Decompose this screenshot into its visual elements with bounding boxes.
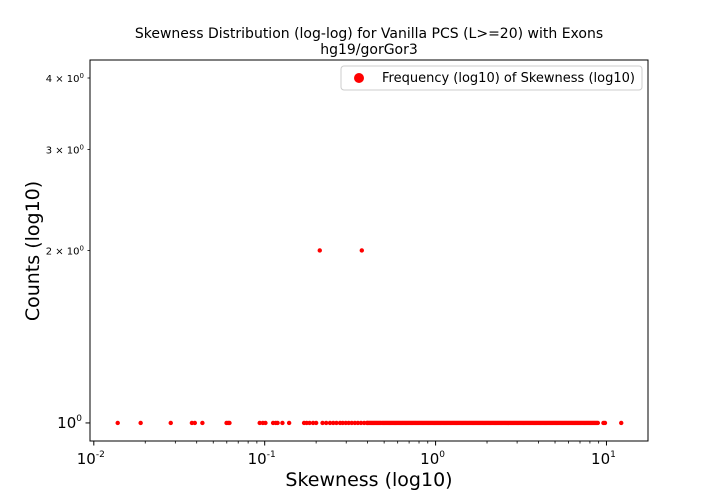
data-point bbox=[327, 420, 333, 426]
chart-title: Skewness Distribution (log-log) for Vani… bbox=[135, 26, 603, 42]
y-axis-tick-labels: 100 2 × 100 3 × 100 4 × 100 bbox=[46, 72, 84, 432]
data-point bbox=[138, 420, 143, 426]
y-axis-ticks bbox=[85, 77, 90, 424]
x-tick-label: 100 bbox=[420, 450, 445, 468]
y-tick-label: 2 × 100 bbox=[46, 244, 84, 257]
y-axis: 100 2 × 100 3 × 100 4 × 100 Counts (log10) bbox=[22, 72, 90, 432]
data-points bbox=[115, 248, 624, 426]
x-tick-label: 101 bbox=[591, 450, 616, 468]
chart-subtitle: hg19/gorGor3 bbox=[320, 42, 418, 58]
x-tick-label: 10-1 bbox=[248, 450, 276, 468]
data-point bbox=[595, 420, 601, 426]
data-point bbox=[349, 420, 354, 426]
x-tick-label: 10-2 bbox=[77, 450, 105, 468]
x-axis: 10-2 10-1 100 101 Skewness (log10) bbox=[77, 441, 616, 491]
legend-marker bbox=[354, 73, 364, 83]
y-tick-label: 4 × 100 bbox=[46, 72, 84, 85]
legend-label: Frequency (log10) of Skewness (log10) bbox=[382, 71, 635, 86]
data-point bbox=[257, 420, 262, 426]
y-tick-label: 100 bbox=[57, 414, 82, 432]
data-point bbox=[115, 420, 120, 426]
data-point bbox=[323, 420, 329, 426]
y-tick-label: 3 × 100 bbox=[46, 144, 84, 157]
plot-area bbox=[89, 59, 649, 442]
data-point bbox=[313, 420, 319, 426]
data-point bbox=[317, 248, 322, 253]
x-axis-tick-labels: 10-2 10-1 100 101 bbox=[77, 450, 616, 468]
data-point bbox=[355, 420, 361, 426]
data-point bbox=[227, 420, 232, 426]
data-point bbox=[263, 420, 268, 426]
data-point bbox=[331, 420, 336, 426]
data-point bbox=[334, 420, 339, 426]
data-point bbox=[352, 420, 358, 426]
y-axis-label: Counts (log10) bbox=[22, 181, 44, 321]
data-point bbox=[346, 420, 351, 426]
x-axis-ticks bbox=[93, 441, 607, 446]
data-point bbox=[192, 420, 198, 426]
data-point bbox=[200, 420, 205, 426]
data-point bbox=[310, 420, 316, 426]
data-point bbox=[320, 420, 325, 426]
data-point bbox=[307, 420, 312, 426]
data-point bbox=[619, 420, 624, 426]
data-point bbox=[602, 420, 608, 426]
data-point bbox=[275, 420, 280, 426]
data-point bbox=[359, 248, 364, 253]
data-point bbox=[340, 420, 345, 426]
x-axis-label: Skewness (log10) bbox=[285, 469, 452, 491]
legend: Frequency (log10) of Skewness (log10) bbox=[340, 65, 643, 91]
data-point bbox=[358, 420, 364, 426]
data-point bbox=[280, 420, 285, 426]
data-point bbox=[286, 420, 292, 426]
data-point bbox=[168, 420, 173, 426]
legend-box bbox=[340, 65, 643, 91]
